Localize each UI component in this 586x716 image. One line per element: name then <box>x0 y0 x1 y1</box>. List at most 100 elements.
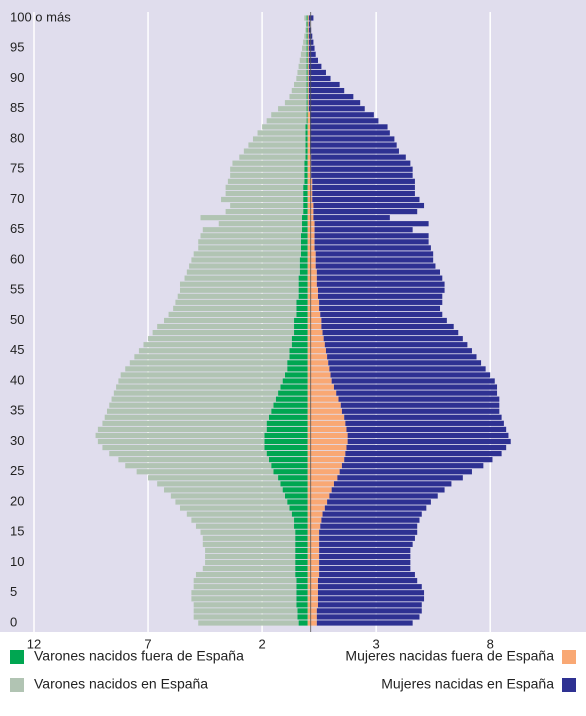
bar <box>198 245 301 251</box>
bar <box>294 517 308 523</box>
bar <box>302 45 307 51</box>
bar <box>303 184 308 191</box>
bar <box>307 15 309 21</box>
bar <box>319 553 411 560</box>
bar <box>300 51 307 57</box>
bar <box>307 360 329 366</box>
bar <box>308 39 314 45</box>
bar <box>307 529 320 535</box>
bar <box>347 438 511 445</box>
bar <box>308 69 326 76</box>
bar <box>266 450 308 457</box>
bar <box>319 559 411 566</box>
bar <box>317 596 425 602</box>
bar <box>312 178 415 184</box>
bar <box>186 269 300 275</box>
legend-swatch <box>562 678 576 692</box>
bar <box>266 420 308 426</box>
bar <box>218 221 303 227</box>
bar <box>307 432 348 439</box>
bar <box>307 523 321 529</box>
bar <box>307 323 322 330</box>
bar <box>307 396 339 402</box>
bar <box>289 94 307 100</box>
x-tick-label: 7 <box>144 636 151 651</box>
bar <box>306 63 308 70</box>
bar <box>306 39 308 45</box>
bar <box>303 208 308 215</box>
bar <box>307 590 318 596</box>
bar <box>202 227 303 233</box>
bar <box>202 535 296 541</box>
y-tick-label: 45 <box>10 342 24 357</box>
bar <box>191 596 297 602</box>
bar <box>306 27 308 33</box>
bar <box>116 384 281 390</box>
bar <box>307 51 309 57</box>
bar <box>307 154 312 160</box>
bar <box>289 505 308 511</box>
bar <box>284 100 307 106</box>
bar <box>307 118 310 124</box>
bar <box>304 33 307 39</box>
bar <box>307 541 320 547</box>
bar <box>157 481 281 487</box>
bar <box>331 487 445 493</box>
bar <box>175 299 297 305</box>
bar <box>134 354 290 360</box>
bar <box>306 21 308 27</box>
legend-label: Mujeres nacidas en España <box>381 676 554 692</box>
bar <box>221 196 304 203</box>
bar <box>304 160 308 166</box>
x-tick-label: 2 <box>258 636 265 651</box>
bar <box>307 614 317 620</box>
bar <box>298 275 308 281</box>
bar <box>307 475 338 481</box>
bar <box>303 39 307 45</box>
bar <box>205 559 296 566</box>
bar <box>307 493 330 499</box>
bar <box>319 535 415 541</box>
bar <box>330 372 491 378</box>
y-tick-label: 30 <box>10 433 24 448</box>
bar <box>271 463 308 469</box>
bar <box>307 329 323 336</box>
bar <box>302 221 308 227</box>
bar <box>321 517 420 523</box>
bar <box>264 438 308 445</box>
bar <box>97 438 265 445</box>
bar <box>307 39 309 45</box>
bar <box>310 118 379 124</box>
bar <box>307 142 310 148</box>
bar <box>341 463 484 469</box>
bar <box>152 329 295 336</box>
bar <box>307 178 313 184</box>
bar <box>307 559 320 566</box>
bar <box>287 360 308 366</box>
bar <box>313 208 418 215</box>
bar <box>314 239 429 245</box>
x-tick-label: 12 <box>27 636 41 651</box>
bar <box>306 112 308 118</box>
bar <box>173 305 297 312</box>
bar <box>310 148 399 154</box>
bar <box>308 63 322 70</box>
bar <box>308 94 354 100</box>
bar <box>319 565 411 572</box>
bar <box>307 620 317 626</box>
y-tick-label: 90 <box>10 70 24 85</box>
bar <box>225 190 304 197</box>
bar <box>291 511 308 517</box>
bar <box>307 348 326 354</box>
bar <box>307 63 309 70</box>
bar <box>200 233 301 239</box>
y-tick-label: 15 <box>10 524 24 539</box>
bar <box>125 463 272 469</box>
bar <box>307 565 320 572</box>
bar <box>193 578 297 584</box>
bar <box>305 136 308 142</box>
bar <box>319 541 413 547</box>
bar <box>307 148 310 154</box>
y-tick-label: 25 <box>10 463 24 478</box>
bar <box>307 124 310 130</box>
